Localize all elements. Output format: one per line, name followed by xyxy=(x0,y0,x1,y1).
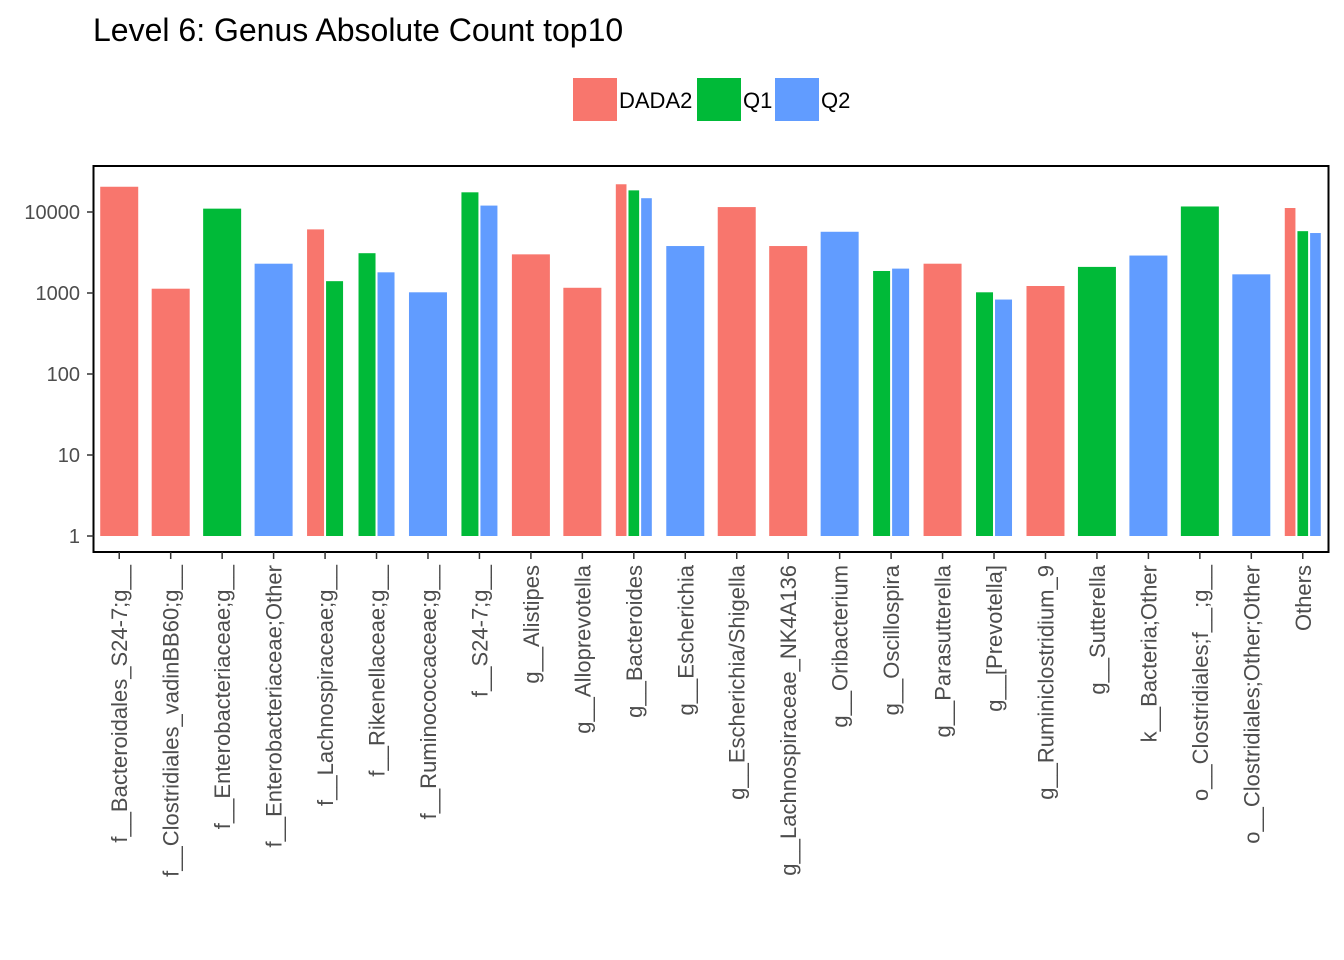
bar-dada2 xyxy=(151,288,190,536)
legend: DADA2 Q1 Q2 xyxy=(573,78,850,121)
bar-q1 xyxy=(1180,206,1219,537)
bar-q1 xyxy=(203,208,242,536)
bar-q1 xyxy=(358,253,376,536)
bar-dada2 xyxy=(923,263,962,536)
bar-q2 xyxy=(1310,233,1321,536)
x-tick-label: g__Oscillospira xyxy=(879,564,904,715)
x-tick-label: o__Clostridiales;Other;Other xyxy=(1239,565,1264,844)
legend-label-dada2: DADA2 xyxy=(619,88,692,113)
bar-q1 xyxy=(976,292,994,536)
bar-q1 xyxy=(461,192,479,537)
x-tick-label: f__Rikenellaceae;g__ xyxy=(365,564,390,776)
x-tick-label: g__[Prevotella] xyxy=(982,565,1007,712)
bar-dada2 xyxy=(615,184,627,536)
x-tick-label: g__Parasutterella xyxy=(931,564,956,737)
x-tick-label: f__Enterobacteriaceae;Other xyxy=(262,565,287,848)
y-tick-label: 1 xyxy=(69,526,80,548)
x-tick-label: f__S24-7;g__ xyxy=(467,564,492,697)
x-tick-label: f__Enterobacteriaceae;g__ xyxy=(210,564,235,829)
bar-dada2 xyxy=(307,229,325,536)
plot-panel xyxy=(92,165,1330,553)
legend-key-dada2 xyxy=(573,78,617,121)
bar-q1 xyxy=(1297,231,1309,536)
bar-q2 xyxy=(641,198,652,536)
y-tick-label: 100 xyxy=(47,364,80,386)
y-tick-label: 10000 xyxy=(24,202,80,224)
x-tick-label: g__Oribacterium xyxy=(828,565,853,728)
bar-dada2 xyxy=(769,246,808,536)
bars xyxy=(100,184,1321,537)
bar-q2 xyxy=(377,272,395,536)
x-tick-label: o__Clostridiales;f__;g__ xyxy=(1188,564,1213,801)
x-tick-label: f__Lachnospiraceae;g__ xyxy=(313,564,338,806)
x-tick-label: k__Bacteria;Other xyxy=(1136,565,1161,742)
bar-q1 xyxy=(326,281,344,536)
legend-label-q1: Q1 xyxy=(743,88,772,113)
bar-q1 xyxy=(873,270,891,536)
bar-dada2 xyxy=(100,186,139,537)
bar-dada2 xyxy=(1284,208,1296,536)
x-tick-label: f__Clostridiales_vadinBB60;g__ xyxy=(159,564,184,877)
x-tick-label: g__Ruminiclostridium_9 xyxy=(1033,565,1058,800)
bar-q2 xyxy=(1232,274,1271,536)
bar-dada2 xyxy=(1026,286,1065,536)
y-axis: 1 10 100 1000 10000 xyxy=(24,202,94,548)
legend-key-q1 xyxy=(697,78,741,121)
bar-dada2 xyxy=(717,207,756,536)
x-axis: f__Bacteroidales_S24-7;g__ f__Clostridial… xyxy=(107,552,1316,877)
bar-q2 xyxy=(995,299,1013,536)
x-tick-label: f__Bacteroidales_S24-7;g__ xyxy=(107,564,132,842)
bar-q2 xyxy=(254,263,293,536)
bar-q1 xyxy=(628,190,640,537)
x-tick-label: Others xyxy=(1291,565,1316,631)
bar-q1 xyxy=(1077,266,1116,536)
bar-q2 xyxy=(820,231,859,536)
y-tick-label: 10 xyxy=(58,445,80,467)
x-tick-label: g__Sutterella xyxy=(1085,564,1110,694)
bar-q2 xyxy=(408,292,447,536)
legend-label-q2: Q2 xyxy=(821,88,850,113)
bar-q2 xyxy=(480,205,498,537)
x-tick-label: g__Escherichia xyxy=(673,564,698,715)
x-tick-label: g__Alistipes xyxy=(519,565,544,684)
x-tick-label: g__Bacteroides xyxy=(622,565,647,718)
bar-dada2 xyxy=(511,254,550,536)
bar-q2 xyxy=(666,246,705,536)
x-tick-label: g__Lachnospiraceae_NK4A136 xyxy=(776,565,801,876)
x-tick-label: g__Alloprevotella xyxy=(570,564,595,734)
x-tick-label: g__Escherichia/Shigella xyxy=(725,564,750,800)
chart-title: Level 6: Genus Absolute Count top10 xyxy=(93,12,623,48)
y-tick-label: 1000 xyxy=(36,283,81,305)
legend-key-q2 xyxy=(775,78,819,121)
bar-q2 xyxy=(1129,255,1168,536)
bar-q2 xyxy=(892,268,910,536)
bar-dada2 xyxy=(563,287,602,536)
x-tick-label: f__Ruminococcaceae;g__ xyxy=(416,564,441,819)
